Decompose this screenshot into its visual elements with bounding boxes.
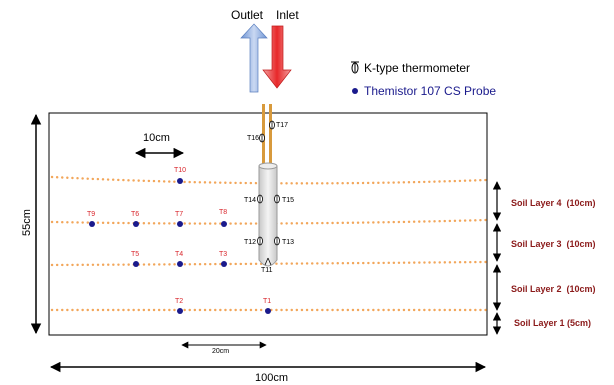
label-T1: T1 xyxy=(263,298,271,305)
thermistor-probes xyxy=(89,178,271,314)
height-label: 55cm xyxy=(21,209,33,236)
k-type-T15 xyxy=(274,194,280,204)
k-type-T16 xyxy=(259,133,265,143)
k-type-sensors xyxy=(257,120,280,266)
probe-T10 xyxy=(177,178,183,184)
k-type-T13 xyxy=(274,236,280,246)
label-T7: T7 xyxy=(175,211,183,218)
inlet-label: Inlet xyxy=(276,8,299,22)
k-type-legend-icon xyxy=(351,61,359,74)
layer-1-label: Soil Layer 1 (5cm) xyxy=(514,318,591,328)
label-T2: T2 xyxy=(175,298,183,305)
k-type-T14 xyxy=(257,194,263,204)
probe-T8 xyxy=(221,221,227,227)
scale-10cm-label: 10cm xyxy=(143,132,170,144)
probe-T4 xyxy=(177,261,183,267)
inlet-arrow xyxy=(262,25,292,89)
outlet-label: Outlet xyxy=(231,8,264,22)
label-T16: T16 xyxy=(247,135,259,142)
label-T12: T12 xyxy=(244,239,256,246)
label-T17: T17 xyxy=(276,122,288,129)
label-T4: T4 xyxy=(175,251,183,258)
spacing-label: 20cm xyxy=(212,348,229,355)
probe-T3 xyxy=(221,261,227,267)
label-T11: T11 xyxy=(261,267,273,274)
borehole-top xyxy=(258,162,278,170)
thermistor-legend-label: Themistor 107 CS Probe xyxy=(364,84,496,98)
layer-4-label: Soil Layer 4 (10cm) xyxy=(511,198,596,208)
label-T8: T8 xyxy=(219,209,227,216)
label-T13: T13 xyxy=(282,239,294,246)
width-label: 100cm xyxy=(255,372,288,384)
probe-T1 xyxy=(265,308,271,314)
label-T6: T6 xyxy=(131,211,139,218)
probe-T9 xyxy=(89,221,95,227)
label-T9: T9 xyxy=(87,211,95,218)
probe-T6 xyxy=(133,221,139,227)
label-T10: T10 xyxy=(174,167,186,174)
probe-T5 xyxy=(133,261,139,267)
label-T14: T14 xyxy=(244,197,256,204)
outlet-arrow xyxy=(240,23,268,93)
layer-2-label: Soil Layer 2 (10cm) xyxy=(511,284,596,294)
k-type-legend-label: K-type thermometer xyxy=(364,61,470,75)
k-type-T11 xyxy=(264,257,272,266)
layer-3-label: Soil Layer 3 (10cm) xyxy=(511,239,596,249)
layer-lines xyxy=(50,175,488,312)
pipe-right xyxy=(269,104,272,164)
thermistor-legend-icon xyxy=(352,88,358,94)
borehole xyxy=(258,165,278,267)
probe-T7 xyxy=(177,221,183,227)
k-type-T12 xyxy=(257,236,263,246)
k-type-T17 xyxy=(269,120,275,130)
probe-T2 xyxy=(177,308,183,314)
label-T5: T5 xyxy=(131,251,139,258)
label-T3: T3 xyxy=(219,251,227,258)
label-T15: T15 xyxy=(282,197,294,204)
pipe-left xyxy=(262,104,265,164)
